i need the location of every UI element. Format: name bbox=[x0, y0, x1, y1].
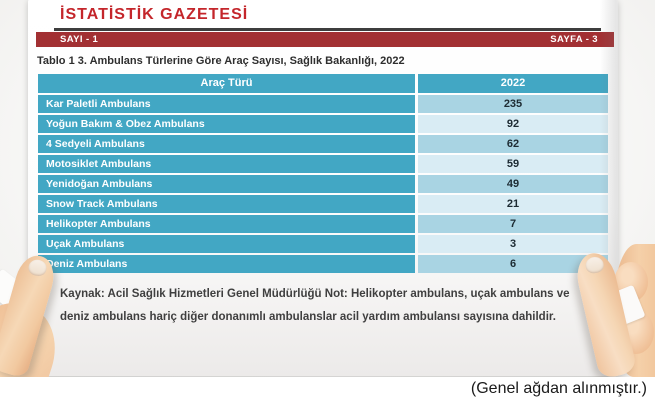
row-value: 7 bbox=[418, 215, 608, 233]
photo-background: İSTATİSTİK GAZETESİ SAYI - 1 SAYFA - 3 T… bbox=[0, 0, 655, 377]
column-header-arac-turu: Araç Türü bbox=[38, 74, 415, 93]
table-body: Kar Paletli Ambulans 235 Yoğun Bakım & O… bbox=[38, 95, 608, 273]
row-value: 59 bbox=[418, 155, 608, 173]
left-hand bbox=[0, 250, 88, 377]
column-header-2022: 2022 bbox=[418, 74, 608, 93]
table-title: Tablo 1 3. Ambulans Türlerine Göre Araç … bbox=[37, 55, 405, 67]
issue-bar: SAYI - 1 SAYFA - 3 bbox=[36, 32, 614, 47]
row-value: 49 bbox=[418, 175, 608, 193]
table-row: Motosiklet Ambulans 59 bbox=[38, 155, 608, 173]
newspaper-page: İSTATİSTİK GAZETESİ SAYI - 1 SAYFA - 3 T… bbox=[28, 0, 618, 376]
caption-strip: (Genel ağdan alınmıştır.) bbox=[0, 377, 655, 407]
row-value: 62 bbox=[418, 135, 608, 153]
table-row: Kar Paletli Ambulans 235 bbox=[38, 95, 608, 113]
table-header-row: Araç Türü 2022 bbox=[38, 74, 608, 93]
right-thumbnail bbox=[584, 255, 605, 275]
right-hand bbox=[572, 244, 655, 377]
left-thumbnail bbox=[27, 258, 48, 278]
row-label: Kar Paletli Ambulans bbox=[38, 95, 415, 113]
table-row: Uçak Ambulans 3 bbox=[38, 235, 608, 253]
row-value: 235 bbox=[418, 95, 608, 113]
ambulance-table: Araç Türü 2022 Kar Paletli Ambulans 235 … bbox=[38, 74, 608, 275]
row-label: Uçak Ambulans bbox=[38, 235, 415, 253]
row-label: Yoğun Bakım & Obez Ambulans bbox=[38, 115, 415, 133]
issue-label: SAYI - 1 bbox=[60, 34, 99, 45]
masthead-title: İSTATİSTİK GAZETESİ bbox=[60, 6, 249, 23]
row-value: 3 bbox=[418, 235, 608, 253]
row-label: Snow Track Ambulans bbox=[38, 195, 415, 213]
row-label: Deniz Ambulans bbox=[38, 255, 415, 273]
table-row: Yoğun Bakım & Obez Ambulans 92 bbox=[38, 115, 608, 133]
row-value: 6 bbox=[418, 255, 608, 273]
row-value: 92 bbox=[418, 115, 608, 133]
source-caption: (Genel ağdan alınmıştır.) bbox=[470, 380, 647, 397]
table-row: Yenidoğan Ambulans 49 bbox=[38, 175, 608, 193]
source-note: Kaynak: Acil Sağlık Hizmetleri Genel Müd… bbox=[60, 283, 592, 329]
row-label: Motosiklet Ambulans bbox=[38, 155, 415, 173]
table-row: Snow Track Ambulans 21 bbox=[38, 195, 608, 213]
table-row: Helikopter Ambulans 7 bbox=[38, 215, 608, 233]
source-note-line2: deniz ambulans hariç diğer donanımlı amb… bbox=[60, 311, 556, 323]
row-label: Helikopter Ambulans bbox=[38, 215, 415, 233]
masthead-rule bbox=[54, 28, 601, 31]
source-note-line1: Kaynak: Acil Sağlık Hizmetleri Genel Müd… bbox=[60, 288, 570, 300]
row-label: 4 Sedyeli Ambulans bbox=[38, 135, 415, 153]
row-label: Yenidoğan Ambulans bbox=[38, 175, 415, 193]
table-row: 4 Sedyeli Ambulans 62 bbox=[38, 135, 608, 153]
page-number-label: SAYFA - 3 bbox=[550, 34, 598, 45]
table-row: Deniz Ambulans 6 bbox=[38, 255, 608, 273]
row-value: 21 bbox=[418, 195, 608, 213]
